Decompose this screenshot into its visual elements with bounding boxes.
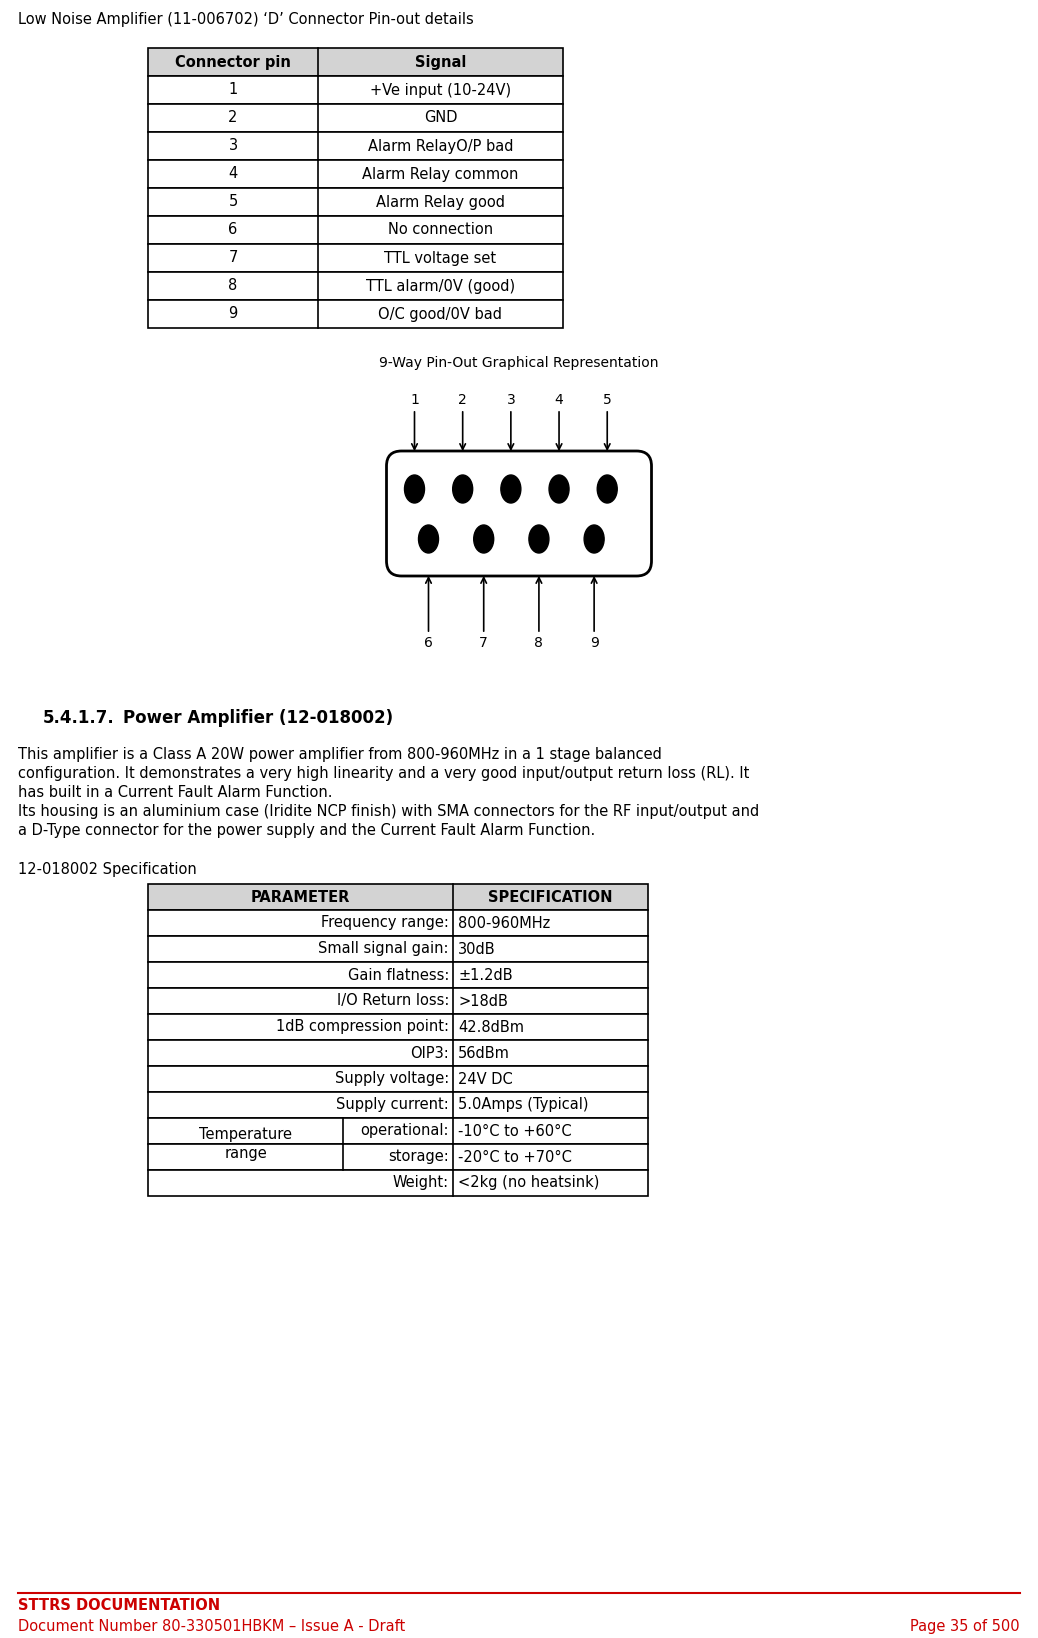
Text: 7: 7 bbox=[228, 251, 238, 265]
Bar bbox=[148, 300, 563, 328]
Text: STTRS DOCUMENTATION: STTRS DOCUMENTATION bbox=[18, 1599, 220, 1613]
Text: -10°C to +60°C: -10°C to +60°C bbox=[458, 1124, 572, 1138]
Text: Temperature
range: Temperature range bbox=[199, 1127, 292, 1161]
Text: 5.0Amps (Typical): 5.0Amps (Typical) bbox=[458, 1097, 589, 1112]
Ellipse shape bbox=[549, 475, 569, 503]
Text: operational:: operational: bbox=[360, 1124, 449, 1138]
Text: No connection: No connection bbox=[388, 223, 493, 238]
Text: 5.4.1.7.: 5.4.1.7. bbox=[43, 709, 115, 727]
Text: 56dBm: 56dBm bbox=[458, 1045, 510, 1060]
Bar bbox=[148, 935, 648, 962]
Bar bbox=[148, 962, 648, 988]
Ellipse shape bbox=[473, 526, 494, 554]
Text: OIP3:: OIP3: bbox=[410, 1045, 449, 1060]
Bar bbox=[148, 272, 563, 300]
Text: 4: 4 bbox=[228, 167, 238, 182]
Text: 30dB: 30dB bbox=[458, 942, 495, 957]
Bar bbox=[148, 75, 563, 103]
Text: <2kg (no heatsink): <2kg (no heatsink) bbox=[458, 1176, 599, 1191]
Text: +Ve input (10-24V): +Ve input (10-24V) bbox=[370, 82, 511, 98]
Text: TTL alarm/0V (good): TTL alarm/0V (good) bbox=[366, 278, 515, 293]
Ellipse shape bbox=[405, 475, 425, 503]
Text: 3: 3 bbox=[507, 393, 515, 406]
Text: SPECIFICATION: SPECIFICATION bbox=[488, 889, 612, 904]
Text: 2: 2 bbox=[228, 110, 238, 126]
Bar bbox=[148, 1066, 648, 1093]
Text: 12-018002 Specification: 12-018002 Specification bbox=[18, 862, 197, 876]
Bar bbox=[148, 1040, 648, 1066]
Text: 7: 7 bbox=[480, 636, 488, 650]
Text: has built in a Current Fault Alarm Function.: has built in a Current Fault Alarm Funct… bbox=[18, 785, 332, 799]
Text: 9-Way Pin-Out Graphical Representation: 9-Way Pin-Out Graphical Representation bbox=[379, 355, 659, 370]
Text: 5: 5 bbox=[228, 195, 238, 210]
Bar bbox=[148, 161, 563, 188]
Text: 800-960MHz: 800-960MHz bbox=[458, 916, 550, 930]
Text: 5: 5 bbox=[603, 393, 611, 406]
Bar bbox=[148, 1119, 648, 1143]
Ellipse shape bbox=[584, 526, 604, 554]
Bar bbox=[148, 1093, 648, 1119]
Text: Page 35 of 500: Page 35 of 500 bbox=[910, 1618, 1020, 1635]
Bar bbox=[148, 1014, 648, 1040]
Bar bbox=[148, 988, 648, 1014]
Text: Frequency range:: Frequency range: bbox=[321, 916, 449, 930]
Text: a D-Type connector for the power supply and the Current Fault Alarm Function.: a D-Type connector for the power supply … bbox=[18, 822, 595, 839]
Bar bbox=[148, 133, 563, 161]
Text: Connector pin: Connector pin bbox=[175, 54, 291, 69]
Text: I/O Return loss:: I/O Return loss: bbox=[336, 994, 449, 1009]
Ellipse shape bbox=[597, 475, 618, 503]
Text: storage:: storage: bbox=[388, 1150, 449, 1165]
Text: Supply current:: Supply current: bbox=[336, 1097, 449, 1112]
Text: configuration. It demonstrates a very high linearity and a very good input/outpu: configuration. It demonstrates a very hi… bbox=[18, 767, 749, 781]
Bar bbox=[148, 244, 563, 272]
Text: O/C good/0V bad: O/C good/0V bad bbox=[379, 306, 502, 321]
Ellipse shape bbox=[418, 526, 438, 554]
Text: Alarm Relay common: Alarm Relay common bbox=[362, 167, 519, 182]
Bar bbox=[148, 216, 563, 244]
Text: Document Number 80-330501HBKM – Issue A - Draft: Document Number 80-330501HBKM – Issue A … bbox=[18, 1618, 405, 1635]
Text: 1dB compression point:: 1dB compression point: bbox=[276, 1019, 449, 1035]
Text: 1: 1 bbox=[410, 393, 419, 406]
Ellipse shape bbox=[529, 526, 549, 554]
Text: Gain flatness:: Gain flatness: bbox=[348, 968, 449, 983]
Text: Low Noise Amplifier (11-006702) ‘D’ Connector Pin-out details: Low Noise Amplifier (11-006702) ‘D’ Conn… bbox=[18, 11, 473, 26]
Text: 8: 8 bbox=[228, 278, 238, 293]
Text: ±1.2dB: ±1.2dB bbox=[458, 968, 513, 983]
Text: Small signal gain:: Small signal gain: bbox=[319, 942, 449, 957]
Ellipse shape bbox=[501, 475, 521, 503]
Text: 3: 3 bbox=[228, 139, 238, 154]
Text: 24V DC: 24V DC bbox=[458, 1071, 513, 1086]
Text: 9: 9 bbox=[228, 306, 238, 321]
Text: 42.8dBm: 42.8dBm bbox=[458, 1019, 524, 1035]
Text: Alarm RelayO/P bad: Alarm RelayO/P bad bbox=[367, 139, 513, 154]
Bar bbox=[148, 885, 648, 911]
Ellipse shape bbox=[453, 475, 472, 503]
Bar bbox=[148, 103, 563, 133]
Text: Supply voltage:: Supply voltage: bbox=[334, 1071, 449, 1086]
Text: -20°C to +70°C: -20°C to +70°C bbox=[458, 1150, 572, 1165]
Text: PARAMETER: PARAMETER bbox=[251, 889, 350, 904]
Text: 4: 4 bbox=[554, 393, 564, 406]
Text: Weight:: Weight: bbox=[392, 1176, 449, 1191]
FancyBboxPatch shape bbox=[386, 450, 652, 577]
Text: 6: 6 bbox=[425, 636, 433, 650]
Text: GND: GND bbox=[424, 110, 458, 126]
Text: 8: 8 bbox=[535, 636, 543, 650]
Text: Signal: Signal bbox=[415, 54, 466, 69]
Text: 6: 6 bbox=[228, 223, 238, 238]
Text: 1: 1 bbox=[228, 82, 238, 98]
Text: Alarm Relay good: Alarm Relay good bbox=[376, 195, 506, 210]
Text: >18dB: >18dB bbox=[458, 994, 508, 1009]
Text: TTL voltage set: TTL voltage set bbox=[384, 251, 496, 265]
Text: 9: 9 bbox=[590, 636, 599, 650]
Text: 2: 2 bbox=[459, 393, 467, 406]
Bar bbox=[148, 911, 648, 935]
Bar bbox=[148, 1143, 648, 1170]
Bar bbox=[148, 1170, 648, 1196]
Text: Power Amplifier (12-018002): Power Amplifier (12-018002) bbox=[122, 709, 393, 727]
Bar bbox=[148, 48, 563, 75]
Text: This amplifier is a Class A 20W power amplifier from 800-960MHz in a 1 stage bal: This amplifier is a Class A 20W power am… bbox=[18, 747, 662, 762]
Text: Its housing is an aluminium case (Iridite NCP finish) with SMA connectors for th: Its housing is an aluminium case (Iridit… bbox=[18, 804, 759, 819]
Bar bbox=[148, 188, 563, 216]
